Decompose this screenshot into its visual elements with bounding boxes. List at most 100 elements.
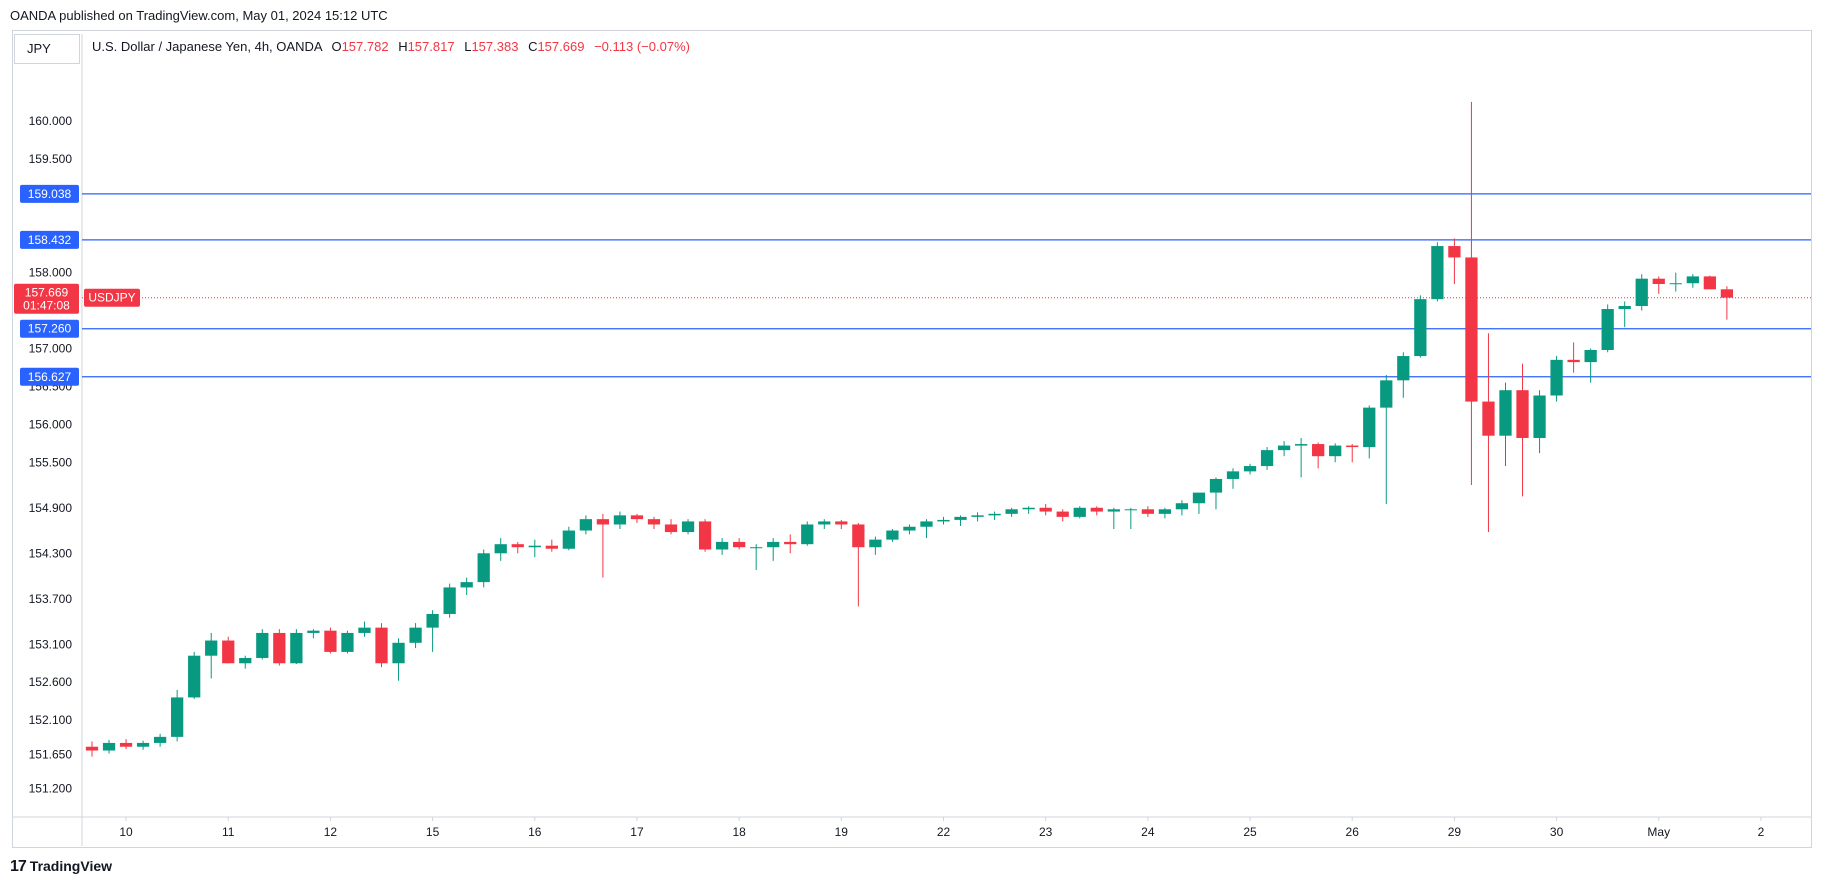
candle-body [443,587,456,614]
candle [1039,503,1052,516]
candle-body [1431,246,1444,300]
chart-frame [12,30,1812,848]
candle [1141,506,1154,517]
candle-body [920,521,933,527]
candle [1260,447,1274,470]
candle-body [903,526,916,531]
candle [136,740,150,750]
candle [153,733,167,747]
candle-body [222,640,235,664]
candle [937,516,950,525]
candle-body [1192,492,1206,504]
candle-body [392,642,405,664]
candle [954,515,967,526]
candle [1584,348,1597,383]
candle-body [188,655,201,698]
candle [903,524,916,535]
candle [750,544,763,570]
candle-body [1226,471,1240,479]
x-tick-label: 25 [1243,825,1257,839]
candle [835,519,848,530]
candle-body [1397,356,1410,381]
currency-selector[interactable]: JPY [14,34,80,64]
candle-body [835,521,848,525]
candle [1380,375,1393,504]
x-tick-label: 24 [1141,825,1155,839]
candle-body [767,541,780,548]
symbol-label-tag [84,288,140,307]
candle-body [1652,278,1665,284]
candle-body [1107,509,1120,512]
x-tick-label: 18 [732,825,746,839]
candle [1090,506,1103,516]
candle [273,629,286,666]
candle-body [528,545,541,548]
candle-body [1669,283,1682,285]
candle-body [545,545,558,549]
candle-body [239,657,252,664]
candle-body [1056,511,1069,517]
candle [1022,506,1035,514]
candle [784,534,797,554]
candle-body [1209,478,1223,493]
candle-body [630,515,644,520]
candle-body [136,742,150,747]
candle [1073,506,1086,519]
candle-body [1294,444,1308,446]
candle [1346,444,1359,463]
candle-body [1022,507,1035,510]
candle-body [494,544,507,554]
candle-body [988,513,1001,516]
candle-body [886,530,899,540]
candle [1618,301,1631,328]
candle [171,689,184,742]
candle-body [1618,305,1631,310]
candle [119,739,133,750]
candle-body [869,539,882,548]
candle [664,519,678,535]
candle [715,538,729,555]
candle-body [1090,507,1103,512]
level-price-tag [20,367,79,386]
candle-body [1346,445,1359,448]
level-price-tag [20,319,79,338]
y-tick-label: 158.000 [29,266,73,280]
candle-body [375,627,388,664]
candle-body [477,553,490,583]
candle-body [1175,503,1189,510]
candle [477,549,490,588]
tradingview-logo[interactable]: 17 TradingView [10,858,112,876]
candle [801,521,814,546]
y-tick-label: 160.000 [29,114,73,128]
candle [1397,352,1410,398]
open-value: 157.782 [341,39,389,54]
candle-body [1260,450,1274,467]
candle [1005,507,1018,517]
candle [988,511,1001,520]
candle-body [715,541,729,550]
candle [545,539,558,552]
candle [1550,356,1563,402]
candle [307,629,320,639]
candle [1482,333,1495,533]
candle [1635,274,1648,311]
candle [630,513,644,523]
candle-body [664,524,678,533]
candle-body [801,524,814,545]
candle [426,610,439,652]
candle-body [1584,349,1597,363]
candle [358,621,371,637]
candle [1124,507,1137,530]
x-tick-label: May [1647,825,1670,839]
candle [698,519,712,552]
candle-body [324,630,337,652]
candle [920,519,933,539]
candle-body [256,632,269,658]
y-tick-label: 151.650 [29,747,73,761]
candle-body [1720,289,1734,298]
symbol-legend: U.S. Dollar / Japanese Yen, 4h, OANDA O1… [92,39,690,54]
candle-body [971,515,984,517]
level-price-tag [20,184,79,203]
candle-body [852,524,865,548]
